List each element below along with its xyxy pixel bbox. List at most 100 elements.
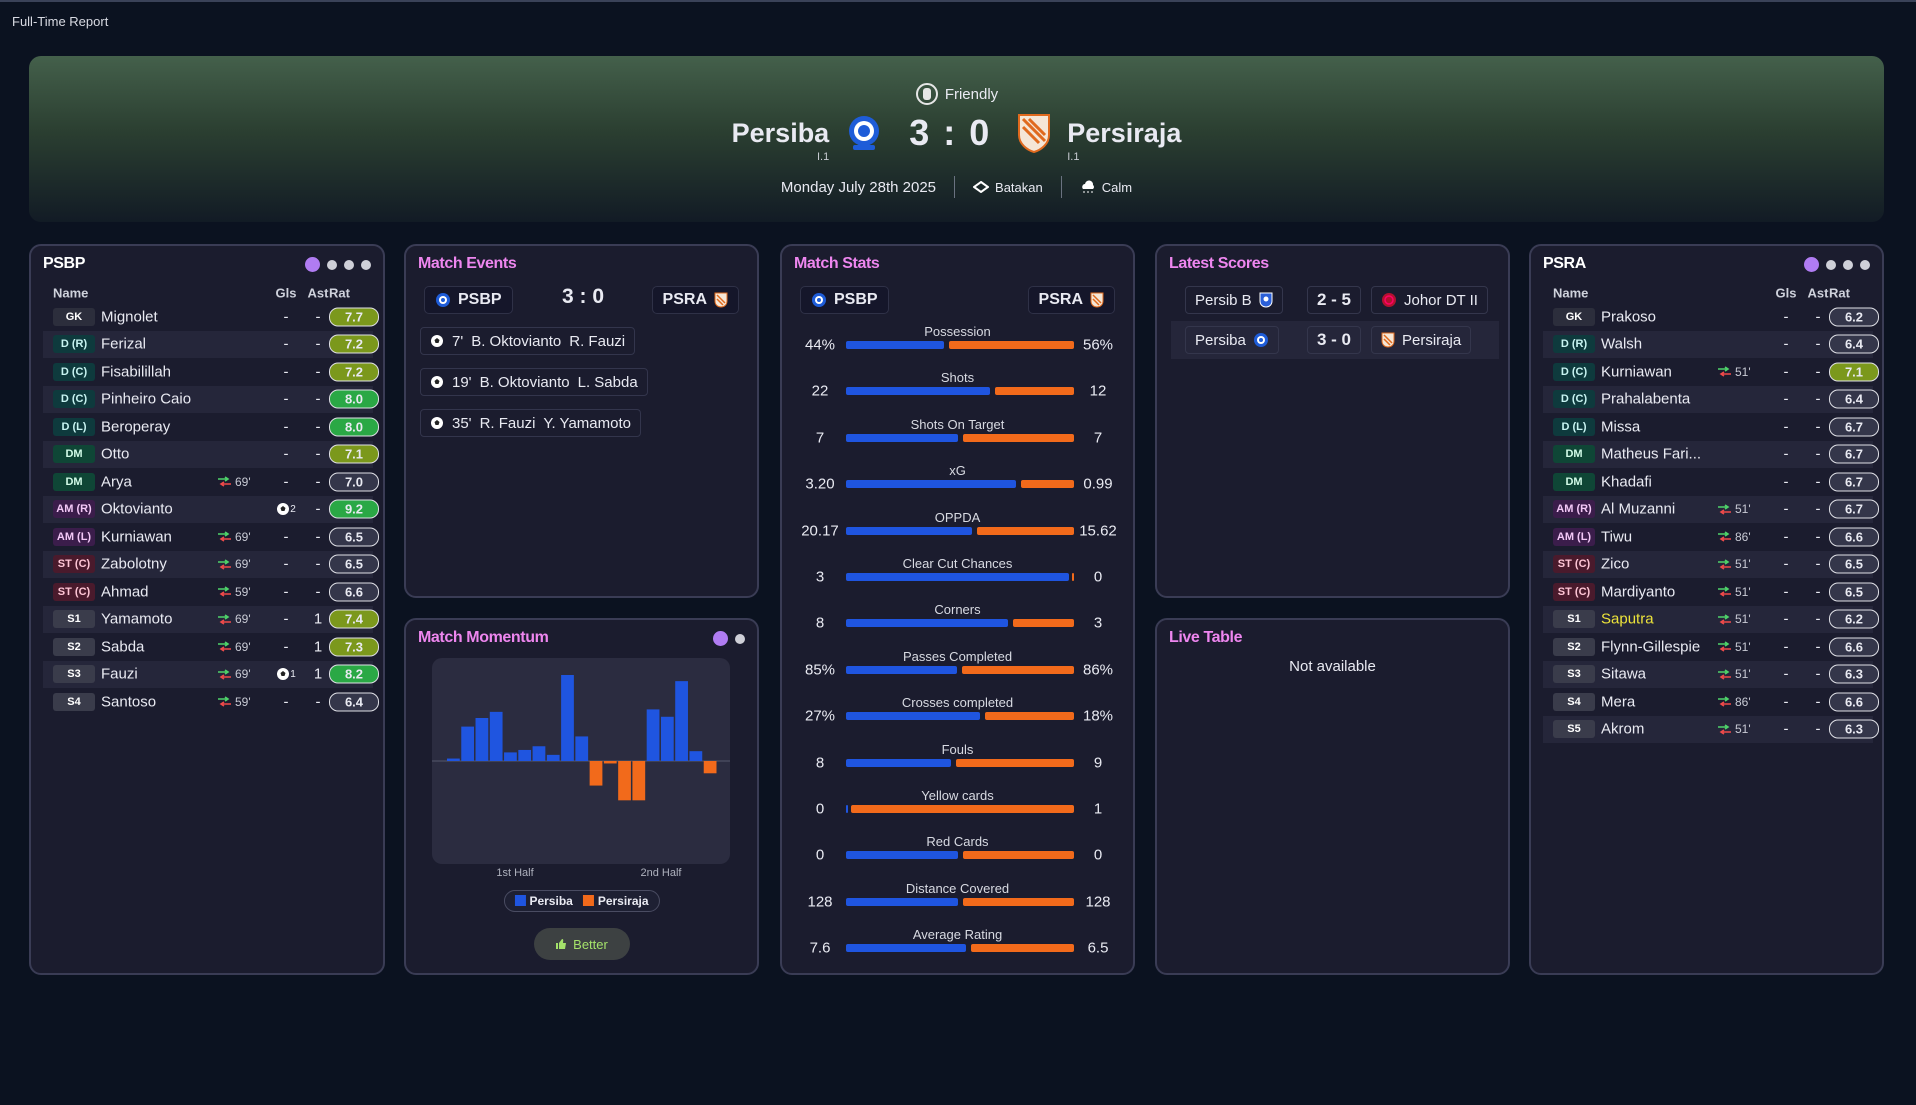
dot[interactable]: [1860, 259, 1870, 270]
column-label: Rat: [1829, 285, 1850, 301]
assists: 1: [313, 665, 323, 683]
stat-label: Fouls: [941, 741, 974, 757]
position-badge: DM: [53, 445, 95, 464]
team-crest: [1381, 292, 1397, 308]
position-badge: D (R): [1553, 335, 1595, 354]
sub-icon: [217, 559, 232, 570]
competition-name: Friendly: [944, 85, 999, 103]
goals: 1: [273, 667, 299, 681]
stat-away-value: 56%: [1082, 336, 1114, 354]
goals: -: [1783, 418, 1789, 436]
icon-part: [218, 696, 230, 702]
player-name: Kurniawan: [101, 528, 172, 546]
player-name: Saputra: [1601, 610, 1654, 628]
player-name: Oktovianto: [101, 500, 173, 518]
dot[interactable]: [1843, 259, 1853, 270]
dot[interactable]: [735, 633, 745, 644]
goal-icon: [276, 667, 290, 681]
home-momentum-bar: [518, 749, 532, 761]
icon-part: [858, 125, 871, 137]
dot[interactable]: [1804, 257, 1819, 272]
assists: -: [315, 473, 321, 491]
result-text: 3 - 0: [1317, 330, 1352, 349]
home-momentum-bar: [689, 751, 703, 761]
dot[interactable]: [361, 259, 371, 270]
goals: -: [283, 308, 289, 326]
rating-badge: 6.5: [1829, 554, 1879, 574]
away-lineup-panel: PSRA Name Gls Ast Rat GK Prakoso - -6.2 D (R) Wal…: [1529, 244, 1884, 975]
assists: -: [1815, 308, 1821, 326]
home-momentum-bar: [660, 716, 674, 761]
icon-part: [431, 335, 443, 347]
icon-part: [218, 559, 231, 570]
rating-badge: 9.2: [329, 499, 379, 519]
substitution: 51': [1717, 667, 1751, 681]
dot[interactable]: [344, 259, 354, 270]
assists: -: [315, 445, 321, 463]
result-text: 2 - 5: [1317, 290, 1352, 309]
goals: -: [1783, 500, 1789, 518]
dot[interactable]: [305, 257, 320, 272]
legend-label: Persiraja: [597, 894, 649, 908]
stat-row: Shots 22 12: [782, 370, 1133, 416]
home-crest: [435, 292, 451, 308]
player-name: Prahalabenta: [1601, 390, 1691, 408]
goals: -: [283, 335, 289, 353]
page-dots: [713, 631, 745, 646]
page-dots: [1804, 257, 1870, 272]
teams: Persiba I.1 3 : 0 Persiraja I.1: [29, 112, 1884, 163]
player-name: Yamamoto: [101, 610, 173, 628]
better-button[interactable]: Better: [533, 928, 630, 960]
icon-part: [1719, 536, 1731, 542]
assists: -: [315, 693, 321, 711]
half-label: 2nd Half: [640, 867, 682, 879]
sub-minute: 51': [1735, 364, 1751, 379]
dot[interactable]: [713, 631, 728, 646]
away-bar: [984, 712, 1074, 721]
icon-part: [219, 481, 231, 487]
home-bar: [846, 433, 958, 442]
goals: -: [283, 583, 289, 601]
column-label: Gls: [275, 285, 297, 301]
player-name: Santoso: [101, 693, 157, 711]
player-row: D (C) Kurniawan 51' - -7.1: [1543, 358, 1879, 386]
position-badge: AM (R): [53, 500, 95, 519]
rating-badge: 6.3: [1829, 664, 1879, 684]
sub-icon: [217, 476, 232, 487]
stat-row: Distance Covered 128 128: [782, 881, 1133, 927]
icon-part: [1719, 729, 1731, 735]
home-momentum-bar: [561, 675, 574, 761]
goals: -: [1783, 308, 1789, 326]
event-assist: Y. Yamamoto: [543, 414, 631, 432]
player-name: Fauzi: [101, 665, 138, 683]
icon-part: [277, 503, 290, 516]
rating-badge: 6.5: [1829, 582, 1879, 602]
icon-part: [1381, 332, 1395, 348]
home-momentum-bar: [475, 718, 489, 761]
panel-title: Match Momentum: [418, 629, 549, 646]
away-team: Persiraja: [1371, 326, 1472, 354]
substitution: 69': [217, 612, 251, 626]
away-pill: PSRA: [651, 286, 739, 314]
away-bar: [962, 897, 1074, 906]
icon-part: [1090, 292, 1104, 308]
substitution: 51': [1717, 365, 1751, 379]
player-row: D (R) Ferizal - -7.2: [43, 330, 379, 358]
dot[interactable]: [1826, 259, 1836, 270]
icon-part: [219, 536, 231, 542]
dot[interactable]: [327, 259, 337, 270]
icon-part: [434, 420, 440, 425]
position-badge: S2: [53, 637, 95, 656]
weather-icon: [1081, 180, 1094, 193]
icon-part: [1718, 559, 1731, 570]
goals: -: [283, 555, 289, 573]
icon-part: [1263, 296, 1269, 302]
rating-badge: 8.0: [329, 389, 379, 409]
stat-row: Red Cards 0 0: [782, 834, 1133, 880]
player-row: AM (R) Al Muzanni 51' - -6.7: [1543, 495, 1879, 523]
event-row: 35' R. Fauzi Y. Yamamoto: [420, 409, 641, 437]
icon-part: [219, 701, 231, 707]
stat-away-value: 15.62: [1079, 522, 1117, 540]
player-row: ST (C) Zabolotny 69' - -6.5: [43, 550, 379, 578]
